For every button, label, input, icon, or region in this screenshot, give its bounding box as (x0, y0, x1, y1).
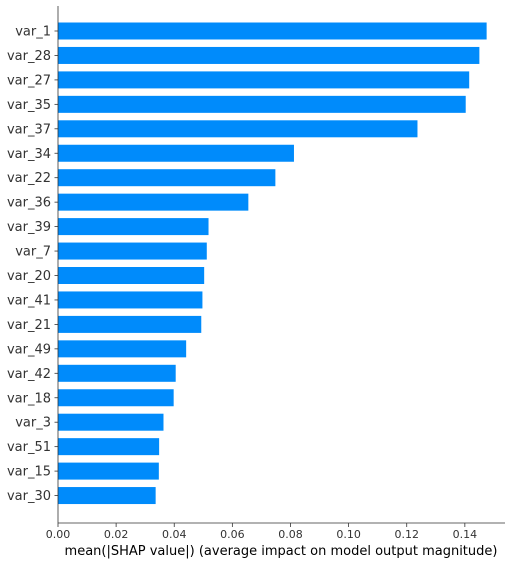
y-tick-label: var_7 (15, 245, 51, 260)
y-tick-label: var_35 (7, 98, 51, 113)
y-tick-label: var_27 (7, 73, 51, 88)
bar-var-21 (58, 315, 202, 333)
bar-var-49 (58, 340, 187, 358)
y-tick-label: var_41 (7, 293, 51, 308)
x-tick-label: 0.04 (162, 528, 187, 541)
y-tick-labels: var_1 var_28 var_27 var_35 var_37 var_34 var_2… (7, 25, 58, 504)
x-axis-label: mean(|SHAP value|) (average impact on mo… (65, 544, 498, 559)
bar-var-37 (58, 120, 418, 138)
x-ticks: 0.00 0.02 0.04 0.06 0.08 0.10 0.12 0.14 (46, 523, 477, 541)
y-tick-label: var_18 (7, 391, 51, 406)
bar-var-18 (58, 389, 174, 407)
y-tick-label: var_3 (15, 416, 51, 431)
y-tick-label: var_37 (7, 122, 51, 137)
bar-var-36 (58, 193, 249, 211)
y-tick-label: var_15 (7, 465, 51, 480)
y-tick-label: var_21 (7, 318, 51, 333)
bar-var-20 (58, 267, 205, 284)
bar-var-51 (58, 438, 160, 456)
bar-var-3 (58, 413, 164, 431)
y-tick-label: var_36 (7, 196, 51, 211)
x-tick-label: 0.14 (453, 528, 478, 541)
bar-var-28 (58, 46, 480, 64)
x-tick-label: 0.00 (46, 528, 71, 541)
bar-var-42 (58, 364, 176, 382)
bar-var-1 (58, 22, 487, 40)
bar-var-22 (58, 169, 276, 187)
bar-var-30 (58, 487, 156, 505)
x-tick-label: 0.10 (336, 528, 361, 541)
y-tick-label: var_20 (7, 269, 51, 284)
y-tick-label: var_28 (7, 49, 51, 64)
x-tick-label: 0.02 (104, 528, 129, 541)
x-tick-label: 0.06 (220, 528, 245, 541)
y-tick-label: var_30 (7, 489, 51, 504)
x-tick-label: 0.12 (394, 528, 419, 541)
y-tick-label: var_51 (7, 440, 51, 455)
y-tick-label: var_22 (7, 171, 51, 186)
bar-var-39 (58, 218, 209, 236)
y-tick-label: var_39 (7, 220, 51, 235)
bar-var-15 (58, 462, 159, 480)
y-tick-label: var_49 (7, 342, 51, 357)
y-tick-label: var_34 (7, 147, 51, 162)
bar-var-27 (58, 71, 470, 89)
bar-var-41 (58, 291, 203, 309)
x-tick-label: 0.08 (278, 528, 303, 541)
bar-var-7 (58, 242, 207, 260)
bar-var-34 (58, 144, 294, 162)
y-tick-label: var_42 (7, 367, 51, 382)
bar-var-35 (58, 95, 466, 113)
y-tick-label: var_1 (15, 25, 51, 40)
bars-group (58, 22, 487, 505)
